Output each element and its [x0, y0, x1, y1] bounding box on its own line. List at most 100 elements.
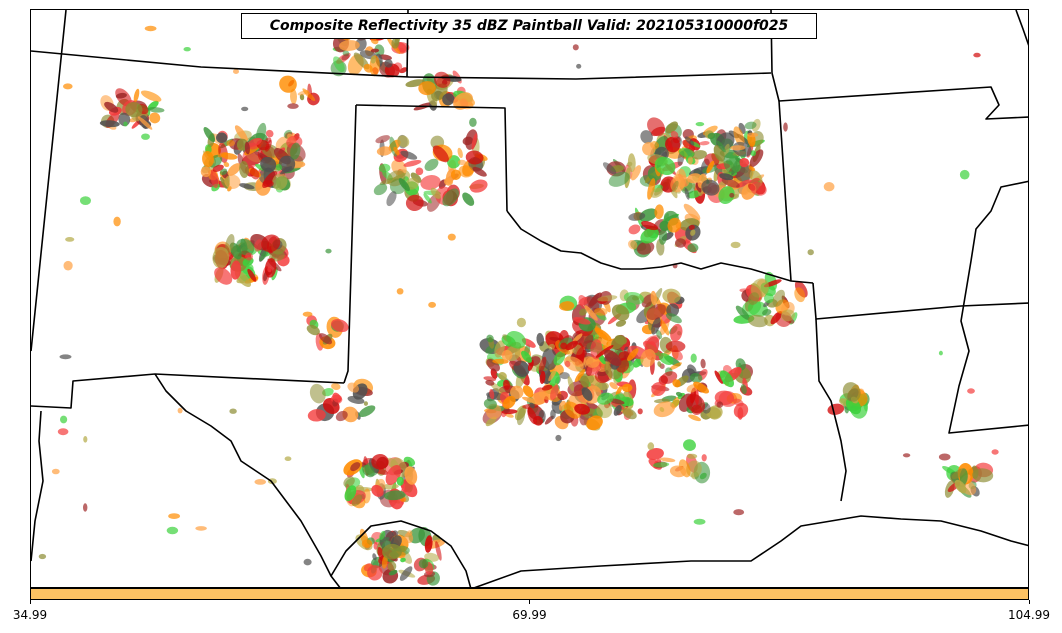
reflectivity-blob: [442, 93, 455, 106]
reflectivity-blob: [737, 407, 744, 420]
reflectivity-blob: [683, 439, 696, 451]
reflectivity-blob: [418, 559, 429, 569]
reflectivity-blob: [690, 229, 696, 236]
reflectivity-blob: [744, 121, 757, 130]
reflectivity-map: [31, 10, 1028, 587]
reflectivity-blob: [654, 156, 676, 176]
reflectivity-blob: [627, 348, 639, 361]
reflectivity-blob: [609, 398, 625, 405]
reflectivity-blob: [236, 238, 255, 256]
reflectivity-blob: [332, 392, 342, 403]
reflectivity-blob: [572, 44, 579, 51]
reflectivity-blob: [396, 476, 404, 486]
reflectivity-blob: [641, 221, 659, 231]
reflectivity-blob: [275, 163, 282, 171]
reflectivity-blob: [639, 208, 658, 222]
reflectivity-blob: [344, 485, 357, 502]
reflectivity-blob: [238, 183, 255, 190]
reflectivity-blob: [435, 541, 442, 561]
reflectivity-blob: [210, 169, 219, 189]
reflectivity-blob: [363, 488, 371, 504]
reflectivity-blob: [594, 307, 608, 316]
reflectivity-blob: [653, 401, 675, 418]
reflectivity-blob: [550, 409, 556, 420]
reflectivity-blob: [279, 75, 297, 93]
reflectivity-blob: [991, 449, 999, 455]
reflectivity-blob: [532, 415, 544, 426]
reflectivity-blob: [362, 464, 375, 478]
reflectivity-blob: [748, 166, 756, 172]
reflectivity-blob: [462, 192, 475, 206]
reflectivity-blob: [378, 163, 391, 173]
reflectivity-blob: [522, 385, 534, 398]
reflectivity-blob: [642, 142, 656, 156]
reflectivity-blob: [444, 177, 453, 186]
reflectivity-blob: [371, 453, 389, 470]
reflectivity-blob: [611, 304, 630, 321]
reflectivity-blob: [442, 188, 460, 207]
reflectivity-blob: [469, 179, 488, 193]
reflectivity-blob: [615, 319, 627, 327]
reflectivity-blob: [200, 166, 212, 178]
reflectivity-blob: [428, 301, 436, 308]
colorbar-tick: [1028, 600, 1030, 604]
reflectivity-blob: [424, 158, 439, 172]
reflectivity-blob: [651, 382, 666, 396]
reflectivity-blob: [457, 159, 467, 166]
state-border: [812, 282, 1028, 320]
reflectivity-blob: [699, 141, 710, 146]
reflectivity-blob: [393, 146, 400, 156]
reflectivity-blob: [140, 90, 162, 102]
reflectivity-blob: [678, 147, 695, 158]
reflectivity-blob: [247, 268, 257, 282]
reflectivity-blob: [260, 156, 277, 172]
reflectivity-blob: [363, 401, 369, 406]
reflectivity-blob: [747, 314, 768, 328]
reflectivity-blob: [719, 370, 734, 388]
reflectivity-blob: [214, 267, 233, 285]
reflectivity-blob: [318, 333, 333, 345]
reflectivity-blob: [684, 187, 690, 200]
reflectivity-blob: [51, 468, 60, 475]
reflectivity-blob: [447, 233, 456, 241]
reflectivity-blob: [550, 384, 559, 401]
reflectivity-blob: [489, 389, 495, 400]
reflectivity-blob: [217, 151, 228, 158]
state-border: [31, 373, 345, 409]
colorbar-tick-label: 34.99: [12, 608, 48, 622]
reflectivity-blob: [287, 103, 299, 109]
reflectivity-blob: [501, 349, 513, 361]
reflectivity-blob: [373, 183, 388, 196]
reflectivity-blob: [730, 241, 741, 249]
reflectivity-blob: [404, 466, 418, 485]
reflectivity-blob: [780, 309, 795, 322]
reflectivity-blob: [750, 150, 756, 157]
reflectivity-blob: [407, 530, 413, 536]
reflectivity-blob: [386, 191, 397, 207]
reflectivity-blob: [714, 370, 724, 384]
reflectivity-blob: [486, 334, 494, 343]
state-border: [355, 104, 508, 212]
reflectivity-blob: [565, 340, 579, 351]
reflectivity-blob: [596, 402, 613, 419]
reflectivity-blob: [325, 248, 332, 254]
reflectivity-blob: [471, 133, 478, 150]
reflectivity-blob: [529, 402, 535, 409]
colorbar-tick: [529, 600, 530, 604]
reflectivity-blob: [557, 393, 565, 401]
reflectivity-blob: [472, 166, 487, 177]
reflectivity-blob: [671, 349, 683, 361]
reflectivity-blob: [675, 238, 686, 248]
reflectivity-blob: [580, 375, 590, 388]
reflectivity-blob: [400, 557, 406, 563]
reflectivity-blob: [396, 288, 404, 295]
colorbar: [30, 588, 1029, 600]
reflectivity-blob: [581, 387, 593, 401]
reflectivity-blob: [490, 382, 506, 395]
reflectivity-blob: [665, 136, 681, 153]
reflectivity-blob: [658, 352, 674, 366]
reflectivity-blob: [764, 293, 774, 304]
reflectivity-blob: [646, 303, 667, 320]
reflectivity-blob: [216, 132, 228, 144]
reflectivity-blob: [397, 135, 410, 148]
